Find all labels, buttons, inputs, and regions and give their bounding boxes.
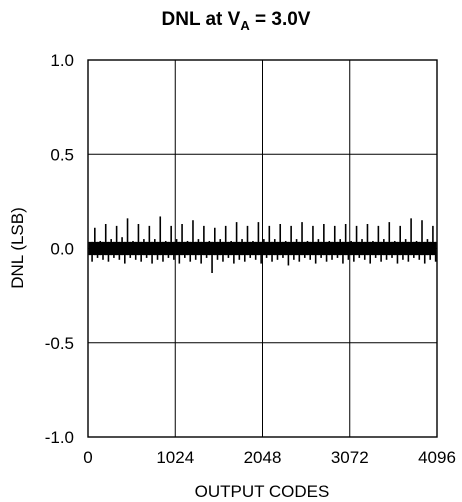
dnl-noise-band: [89, 241, 436, 256]
y-tick-label: 1.0: [50, 51, 74, 70]
y-axis-label: DNL (LSB): [8, 207, 27, 289]
chart-title-main: DNL at V: [162, 9, 241, 30]
x-tick-label: 3072: [331, 448, 369, 467]
x-tick-label: 1024: [156, 448, 194, 467]
plot-frame: [87, 59, 438, 438]
x-axis-label: OUTPUT CODES: [195, 482, 330, 501]
y-tick-label: -1.0: [45, 428, 74, 447]
y-tick-label: 0.0: [50, 240, 74, 259]
y-tick-label: 0.5: [50, 145, 74, 164]
x-tick-label: 2048: [244, 448, 282, 467]
chart-title: DNL at VA = 3.0V: [162, 9, 311, 33]
x-tick-label: 4096: [418, 448, 456, 467]
x-tick-label: 0: [83, 448, 92, 467]
dnl-series: [88, 216, 437, 274]
y-tick-label: -0.5: [45, 334, 74, 353]
tick-labels: 0 1024 2048 3072 4096 1.0 0.5 0.0 -0.5 -1.0: [45, 51, 456, 467]
chart-title-subscript: A: [240, 18, 250, 33]
chart-title-suffix: = 3.0V: [250, 9, 311, 30]
